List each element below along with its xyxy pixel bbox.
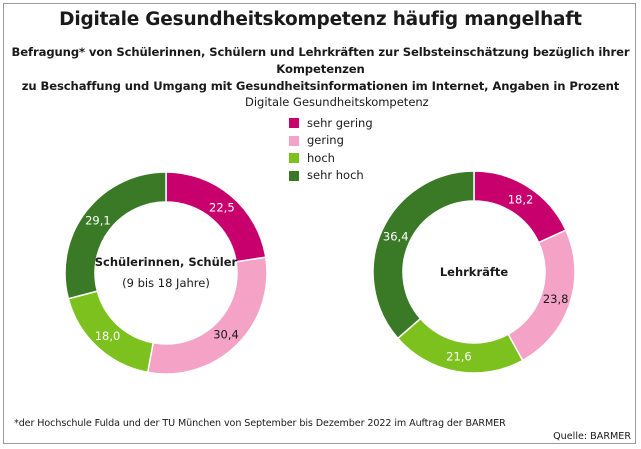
- legend-label: sehr gering: [307, 115, 373, 130]
- chart-title: Digitale Gesundheitskompetenz häufig man…: [59, 9, 582, 30]
- data-label: 23,8: [543, 292, 569, 306]
- legend-item-sehr-gering: sehr gering: [245, 115, 429, 133]
- legend-item-hoch: hoch: [245, 150, 429, 168]
- data-label: 36,4: [383, 229, 409, 243]
- legend-swatch-sehr-hoch: [289, 170, 299, 181]
- data-label: 22,5: [209, 201, 235, 215]
- data-label: 29,1: [85, 214, 111, 228]
- donut-slice-sehr-hoch: [372, 170, 475, 340]
- legend-item-sehr-hoch: sehr hoch: [245, 167, 429, 185]
- donut-center-label: Schülerinnen, Schüler: [95, 255, 238, 269]
- legend-label: sehr hoch: [307, 168, 364, 182]
- donut-slice-sehr-gering: [165, 171, 267, 263]
- legend-label: gering: [307, 133, 344, 147]
- donut-slice-sehr-gering: [473, 170, 567, 244]
- data-label: 18,2: [508, 193, 534, 207]
- subtitle-line-1: Befragung* von Schülerinnen, Schülern un…: [11, 45, 630, 76]
- source-note: Quelle: BARMER: [553, 431, 631, 442]
- subtitle-line-2: zu Beschaffung und Umgang mit Gesundheit…: [21, 79, 620, 93]
- legend-label: hoch: [307, 150, 335, 165]
- legend-swatch-sehr-gering: [289, 118, 299, 129]
- legend-item-gering: gering: [245, 132, 429, 150]
- legend-swatch-gering: [289, 135, 299, 146]
- legend: Digitale Gesundheitskompetenz sehr gerin…: [245, 94, 429, 185]
- donut-slice-sehr-hoch: [64, 171, 167, 300]
- data-label: 18,0: [95, 329, 121, 343]
- data-label: 30,4: [213, 328, 239, 342]
- legend-title: Digitale Gesundheitskompetenz: [245, 95, 429, 109]
- donut-slice-hoch: [396, 317, 524, 374]
- data-label: 21,6: [446, 350, 472, 364]
- donut-slice-gering: [146, 256, 268, 375]
- footnote: *der Hochschule Fulda und der TU München…: [14, 418, 506, 429]
- donut-center-sublabel: (9 bis 18 Jahre): [122, 276, 210, 290]
- chart-subtitle: Befragung* von Schülerinnen, Schülern un…: [0, 44, 641, 95]
- legend-swatch-hoch: [289, 153, 299, 164]
- donut-center-label: Lehrkräfte: [440, 265, 509, 279]
